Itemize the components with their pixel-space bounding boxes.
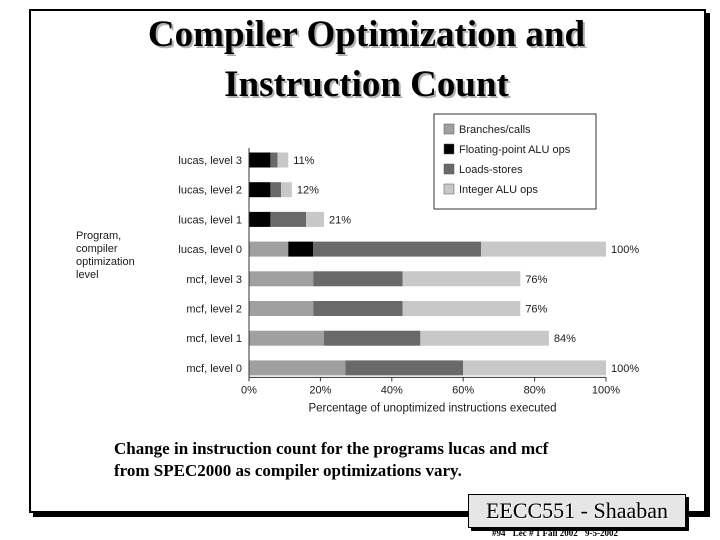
legend-entry: Branches/calls	[459, 124, 531, 136]
course-brand-box: EECC551 - Shaaban	[468, 494, 686, 528]
category-label: mcf, level 1	[186, 333, 242, 345]
bar-segment	[249, 152, 271, 168]
category-label: lucas, level 1	[178, 214, 242, 226]
bar-segment	[249, 211, 271, 227]
x-tick-label: 80%	[524, 384, 546, 396]
category-label: mcf, level 3	[186, 274, 242, 286]
y-axis-title-line: level	[76, 269, 99, 281]
bar-segment	[281, 182, 292, 198]
bar-segment	[277, 152, 289, 168]
total-label: 84%	[554, 333, 576, 345]
bars	[249, 152, 606, 376]
total-label: 11%	[293, 155, 314, 167]
total-label: 100%	[611, 244, 639, 256]
x-tick-label: 100%	[592, 384, 620, 396]
x-tick-label: 40%	[381, 384, 403, 396]
lecture-info: Lec # 1 Fall 2002	[512, 528, 578, 538]
caption-line-2: from SPEC2000 as compiler optimizations …	[114, 461, 462, 480]
bar-segment	[270, 182, 282, 198]
legend-entry: Floating-point ALU ops	[459, 144, 571, 156]
bar-segment	[249, 360, 346, 376]
bar-segment	[313, 271, 403, 287]
legend-entry: Integer ALU ops	[459, 184, 538, 196]
bar-segment	[345, 360, 464, 376]
legend: Branches/calls Floating-point ALU ops Load…	[433, 113, 597, 210]
legend-swatch	[443, 163, 455, 175]
title-line-1: Compiler Optimization and	[147, 14, 586, 55]
bar-segment	[270, 152, 278, 168]
slide-caption: Change in instruction count for the prog…	[114, 438, 674, 482]
bar-segment	[313, 241, 482, 257]
x-tick-label: 60%	[452, 384, 474, 396]
x-tick-label: 20%	[309, 384, 331, 396]
legend-box	[433, 113, 597, 210]
title-line-2: Instruction Count	[224, 64, 509, 105]
total-labels: 11% 12% 21% 100% 76% 76% 84% 100%	[293, 155, 639, 375]
lecture-date: 9-5-2002	[585, 528, 618, 538]
bar-segment	[249, 271, 314, 287]
legend-swatch	[443, 143, 455, 155]
x-axis-title: Percentage of unoptimized instructions e…	[308, 402, 556, 414]
caption-line-1: Change in instruction count for the prog…	[114, 439, 549, 458]
category-label: lucas, level 2	[178, 185, 242, 197]
x-tick-label: 0%	[241, 384, 257, 396]
legend-entry: Loads-stores	[459, 164, 523, 176]
category-label: lucas, level 0	[178, 244, 242, 256]
slide-number: #94	[492, 528, 506, 538]
legend-swatch	[443, 183, 455, 195]
bar-segment	[249, 182, 271, 198]
slide-footer: #94 Lec # 1 Fall 2002 9-5-2002	[492, 528, 692, 539]
slide-frame	[29, 9, 706, 513]
bar-segment	[288, 241, 314, 257]
total-label: 12%	[297, 185, 319, 197]
y-axis-title-line: optimization	[76, 256, 135, 268]
total-label: 76%	[525, 304, 547, 316]
y-axis-title-line: Program,	[76, 230, 121, 242]
bar-segment	[249, 330, 324, 346]
total-label: 21%	[329, 214, 351, 226]
bar-segment	[402, 301, 521, 316]
bar-segment	[249, 241, 289, 257]
x-axis: 0% 20% 40% 60% 80% 100% Percentage of unoptimi…	[241, 148, 620, 414]
legend-swatch	[443, 123, 455, 135]
bar-segment	[323, 330, 421, 346]
bar-segment	[402, 271, 521, 287]
category-label: mcf, level 2	[186, 304, 242, 316]
y-axis-title-line: compiler	[76, 243, 118, 255]
category-labels: lucas, level 3 lucas, level 2 lucas, level…	[178, 155, 242, 375]
bar-segment	[306, 211, 324, 227]
category-label: lucas, level 3	[178, 155, 242, 167]
bar-segment	[463, 360, 606, 376]
bar-segment	[420, 330, 549, 346]
total-label: 100%	[611, 363, 639, 375]
category-label: mcf, level 0	[186, 363, 242, 375]
bar-segment	[313, 301, 403, 316]
bar-segment	[481, 241, 606, 257]
slide-title: Compiler Optimization and Instruction Co…	[29, 10, 704, 110]
total-label: 76%	[525, 274, 547, 286]
bar-segment	[270, 211, 307, 227]
bar-segment	[249, 301, 314, 316]
